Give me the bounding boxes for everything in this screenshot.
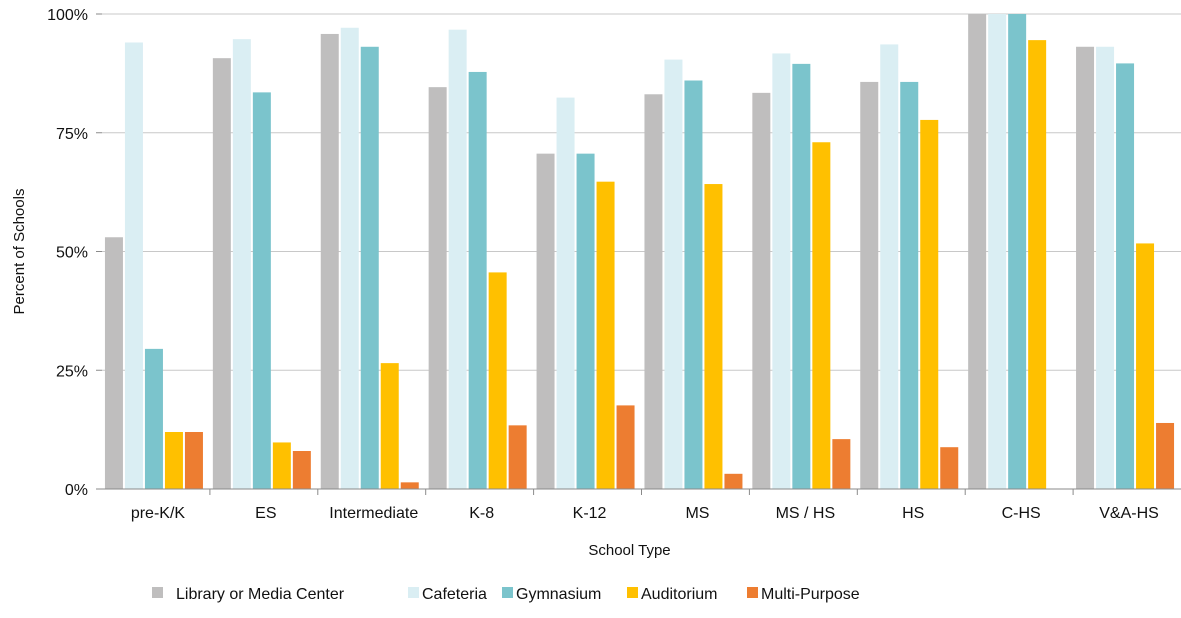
bar <box>664 59 683 489</box>
bar <box>212 58 231 490</box>
x-tick-label: V&A-HS <box>1099 505 1159 522</box>
bar <box>360 46 379 490</box>
bar <box>900 81 919 490</box>
bar <box>448 29 467 490</box>
x-tick-label: MS / HS <box>776 505 836 522</box>
bar <box>124 42 143 489</box>
bar <box>596 181 615 490</box>
bar <box>860 81 879 490</box>
bar <box>704 184 723 490</box>
bar <box>1136 243 1155 489</box>
bar <box>1116 63 1135 490</box>
bar <box>468 71 487 489</box>
x-tick-label: K-12 <box>573 505 607 522</box>
legend-swatch <box>152 587 163 598</box>
bar <box>1076 46 1095 490</box>
x-tick-label: HS <box>902 505 924 522</box>
bar <box>292 451 311 489</box>
legend-label: Auditorium <box>641 586 717 603</box>
y-tick-label: 50% <box>56 245 88 262</box>
bar <box>380 363 399 489</box>
legend-label: Gymnasium <box>516 586 601 603</box>
x-tick-label: MS <box>685 505 709 522</box>
bar <box>272 442 291 489</box>
bar <box>164 432 183 489</box>
bar <box>1008 14 1027 489</box>
bar <box>144 348 163 489</box>
axes: 0% 25% 50% 75% 100% pre-K/K ES Intermediate K-8 K… <box>47 7 1181 522</box>
y-tick-label: 25% <box>56 363 88 380</box>
bar <box>752 92 771 489</box>
bar <box>320 33 339 489</box>
legend-label: Library or Media Center <box>176 586 345 603</box>
x-tick-label: C-HS <box>1002 505 1041 522</box>
legend-label: Multi-Purpose <box>761 586 860 603</box>
legend-label: Cafeteria <box>422 586 487 603</box>
bar <box>232 39 251 490</box>
bar <box>1156 422 1175 489</box>
bar <box>880 44 899 490</box>
bar <box>340 27 359 490</box>
legend-swatch <box>627 587 638 598</box>
bar <box>644 94 663 490</box>
legend: Library or Media Center Cafeteria Gymnasiu… <box>152 586 860 603</box>
x-tick-label: K-8 <box>469 505 494 522</box>
bar <box>684 80 703 489</box>
bar <box>616 405 635 489</box>
x-tick-label: Intermediate <box>329 505 418 522</box>
bar <box>1028 40 1047 489</box>
bar <box>576 153 595 489</box>
legend-swatch <box>502 587 513 598</box>
bar <box>508 425 527 489</box>
bar <box>920 119 939 490</box>
bar <box>400 482 419 489</box>
bar <box>772 53 791 490</box>
x-axis-title: School Type <box>588 542 670 559</box>
bar <box>252 92 271 489</box>
bar <box>812 142 831 489</box>
bar <box>988 14 1007 489</box>
bar <box>488 272 507 489</box>
bar <box>792 63 811 489</box>
y-axis-title: Percent of Schools <box>11 189 28 315</box>
bar <box>556 97 575 489</box>
bar <box>724 473 743 489</box>
x-tick-label: pre-K/K <box>131 505 186 522</box>
bar <box>968 14 987 489</box>
bar <box>940 447 959 489</box>
bar <box>104 237 123 489</box>
y-tick-label: 75% <box>56 126 88 143</box>
legend-swatch <box>747 587 758 598</box>
y-tick-label: 100% <box>47 7 88 24</box>
bar <box>184 432 203 489</box>
bar <box>832 439 851 489</box>
y-tick-label: 0% <box>65 482 88 499</box>
legend-swatch <box>408 587 419 598</box>
bar <box>1096 46 1115 490</box>
bar <box>428 87 447 490</box>
x-tick-label: ES <box>255 505 276 522</box>
bar <box>536 153 555 489</box>
bars <box>104 14 1175 490</box>
